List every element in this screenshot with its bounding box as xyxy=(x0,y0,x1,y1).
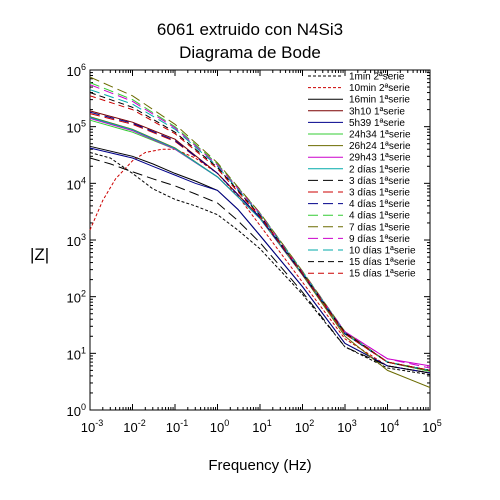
y-axis-label: |Z| xyxy=(30,245,50,264)
axis-tick-labels: 10-3 10-2 10-1 100 101 102 103 104 105 100 101 102 1… xyxy=(67,62,442,435)
series-lines xyxy=(89,76,431,388)
x-tick-label: 105 xyxy=(422,418,441,435)
legend-label: 10 días 1ªserie xyxy=(349,246,416,257)
legend-label: 1min 2ªserie xyxy=(349,72,405,83)
x-tick-label: 10-3 xyxy=(81,418,103,435)
series-line-10 xyxy=(89,157,431,374)
legend-label: 15 días 1ªserie xyxy=(349,269,416,280)
y-tick-label: 106 xyxy=(67,62,86,79)
series-line-14 xyxy=(89,76,431,371)
legend-label: 15 días 1ªserie xyxy=(349,257,416,268)
legend-label: 16min 1ªserie xyxy=(349,95,410,106)
legend-label: 4 días 1ªserie xyxy=(349,199,410,210)
series-line-2 xyxy=(89,148,431,374)
legend-label: 9 días 1ªserie xyxy=(349,234,410,245)
x-tick-label: 10-2 xyxy=(123,418,145,435)
y-tick-label: 101 xyxy=(67,345,86,362)
legend-label: 7 días 1ªserie xyxy=(349,222,410,233)
legend-label: 2 días 1ªserie xyxy=(349,164,410,175)
x-tick-label: 100 xyxy=(210,418,229,435)
series-line-1 xyxy=(89,152,431,376)
legend-label: 5h39 1ªserie xyxy=(349,118,405,129)
x-tick-label: 103 xyxy=(337,418,356,435)
series-line-18 xyxy=(89,95,431,371)
x-tick-label: 102 xyxy=(295,418,314,435)
legend-label: 24h34 1ªserie xyxy=(349,130,411,141)
series-line-5 xyxy=(89,147,431,374)
legend-label: 3 días 1ªserie xyxy=(349,188,410,199)
y-tick-label: 102 xyxy=(67,289,86,306)
legend-label: 10min 2ªserie xyxy=(349,83,410,94)
legend-label: 29h43 1ªserie xyxy=(349,153,411,164)
legend-label: 3 días 1ªserie xyxy=(349,176,410,187)
axis-ticks xyxy=(89,69,431,411)
x-axis-label: Frequency (Hz) xyxy=(208,457,312,474)
legend-label: 4 días 1ªserie xyxy=(349,211,410,222)
y-tick-label: 103 xyxy=(67,232,86,249)
y-tick-label: 105 xyxy=(67,119,86,136)
y-tick-label: 100 xyxy=(67,402,86,419)
legend-label: 26h24 1ªserie xyxy=(349,141,411,152)
chart-title: 6061 extruido con N4Si3 xyxy=(156,20,344,39)
y-tick-label: 104 xyxy=(67,175,86,192)
series-line-15 xyxy=(89,84,431,369)
legend-label: 3h10 1ªserie xyxy=(349,106,405,117)
x-tick-label: 104 xyxy=(380,418,399,435)
x-tick-label: 101 xyxy=(252,418,271,435)
chart-subtitle: Diagrama de Bode xyxy=(179,43,321,62)
x-tick-label: 10-1 xyxy=(166,418,188,435)
